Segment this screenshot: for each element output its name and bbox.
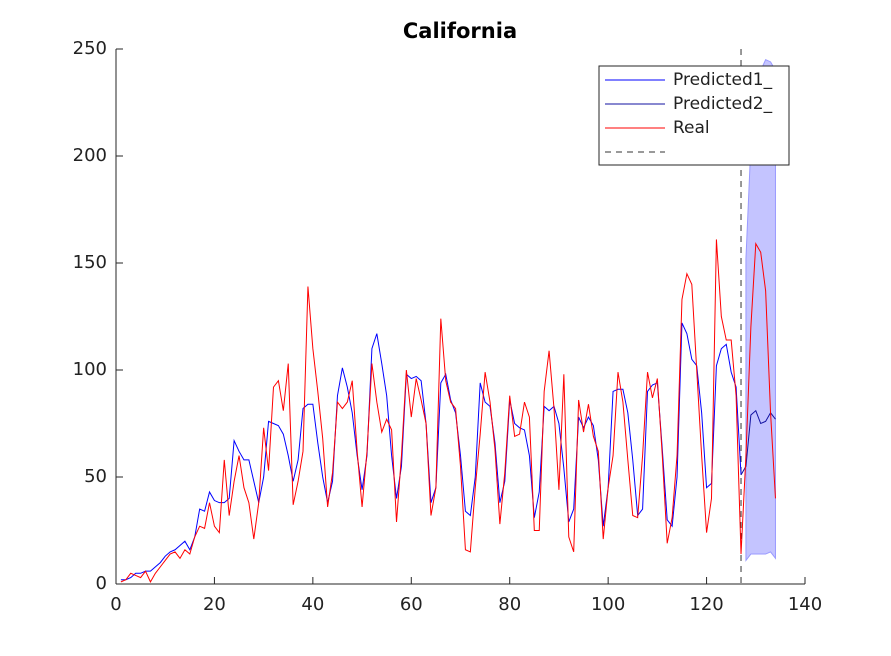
legend-box bbox=[598, 65, 790, 166]
x-tick-label: 120 bbox=[689, 594, 723, 615]
series-line bbox=[740, 409, 776, 476]
series-line bbox=[120, 239, 776, 583]
chart-title: California bbox=[403, 19, 517, 43]
x-tick-label: 80 bbox=[498, 594, 521, 615]
y-tick-label: 250 bbox=[73, 38, 107, 59]
legend-label: Real bbox=[673, 118, 710, 138]
x-tick-label: 0 bbox=[110, 594, 121, 615]
x-tick-label: 20 bbox=[203, 594, 226, 615]
legend-label: Predicted2_ bbox=[673, 94, 773, 114]
x-tick-label: 100 bbox=[591, 594, 625, 615]
y-tick-label: 150 bbox=[73, 252, 107, 273]
y-tick-label: 0 bbox=[96, 573, 107, 594]
x-tick-label: 40 bbox=[301, 594, 324, 615]
y-tick-label: 100 bbox=[73, 359, 107, 380]
y-tick-label: 50 bbox=[84, 466, 107, 487]
y-tick-label: 200 bbox=[73, 145, 107, 166]
legend-label: Predicted1_ bbox=[673, 70, 773, 90]
x-tick-label: 60 bbox=[400, 594, 423, 615]
x-tick-label: 140 bbox=[788, 594, 822, 615]
